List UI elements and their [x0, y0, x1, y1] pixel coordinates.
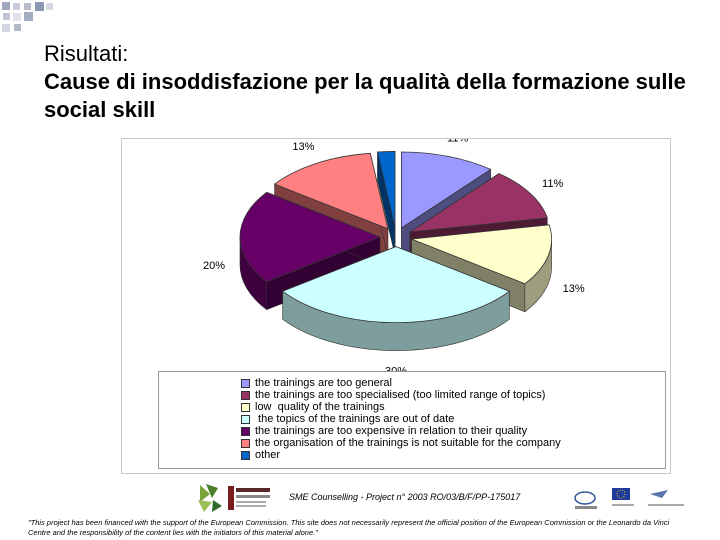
- pie-data-label: 20%: [203, 260, 225, 272]
- title-line-2: Cause di insoddisfazione per la qualità …: [44, 69, 686, 122]
- eu-logos: [574, 488, 684, 509]
- legend-entry: the trainings are too specialised (too l…: [241, 390, 545, 401]
- legend-swatch: [241, 379, 250, 388]
- pie-data-label: 13%: [292, 141, 314, 153]
- pie-slice-4: [239, 191, 382, 283]
- legend-entry: the trainings are too general: [241, 378, 392, 389]
- legend-entry: other: [241, 450, 280, 461]
- pie-data-label: 13%: [563, 283, 585, 295]
- pie-chart-frame: 11%11%13%30%20%13%2% the trainings are t…: [121, 138, 671, 474]
- legend-label: the organisation of the trainings is not…: [255, 437, 561, 449]
- legend-label: other: [255, 449, 281, 461]
- chart-legend: the trainings are too general the trainin…: [158, 371, 666, 469]
- legend-label: the trainings are too general: [255, 377, 392, 389]
- pie-slice-5: [273, 152, 389, 230]
- disclaimer-text: "This project has been financed with the…: [28, 518, 670, 537]
- legend-entry: the topics of the trainings are out of d…: [241, 414, 454, 425]
- legend-entry: the trainings are too expensive in relat…: [241, 426, 527, 437]
- pie-data-label: 11%: [542, 178, 563, 190]
- pie-labels: 11%11%13%30%20%13%2%: [203, 139, 585, 371]
- pie-slice-6: [376, 151, 396, 228]
- pie-slice-0: [401, 151, 492, 229]
- pie-slice-1: [409, 173, 548, 233]
- legend-swatch: [241, 391, 250, 400]
- legend-label: the trainings are too specialised (too l…: [255, 389, 546, 401]
- title-line-1: Risultati:: [44, 41, 129, 66]
- legend-swatch: [241, 415, 250, 424]
- footer-logos: [198, 484, 684, 512]
- project-reference: SME Counselling - Project n° 2003 RO/03/…: [289, 492, 521, 502]
- legend-swatch: [241, 439, 250, 448]
- pie-data-label: 30%: [385, 366, 407, 371]
- pie-slice-3: [281, 246, 511, 323]
- legend-entry: low quality of the trainings: [241, 402, 385, 413]
- legend-entry: the organisation of the trainings is not…: [241, 438, 561, 449]
- legend-swatch: [241, 427, 250, 436]
- pie-slice-2: [411, 224, 552, 285]
- pie-data-label: 11%: [447, 139, 468, 145]
- pie-chart: 11%11%13%30%20%13%2%: [203, 139, 585, 371]
- slide-title: Risultati: Cause di insoddisfazione per …: [44, 40, 704, 124]
- leaf-logo: [198, 484, 222, 512]
- legend-swatch: [241, 403, 250, 412]
- legend-swatch: [241, 451, 250, 460]
- pie-tops: [239, 151, 552, 323]
- legend-label: the trainings are too expensive in relat…: [255, 425, 528, 437]
- legend-label: low quality of the trainings: [255, 401, 385, 413]
- corner-decoration: [2, 2, 53, 32]
- legend-label: the topics of the trainings are out of d…: [255, 413, 455, 425]
- partner-logo: [228, 486, 270, 510]
